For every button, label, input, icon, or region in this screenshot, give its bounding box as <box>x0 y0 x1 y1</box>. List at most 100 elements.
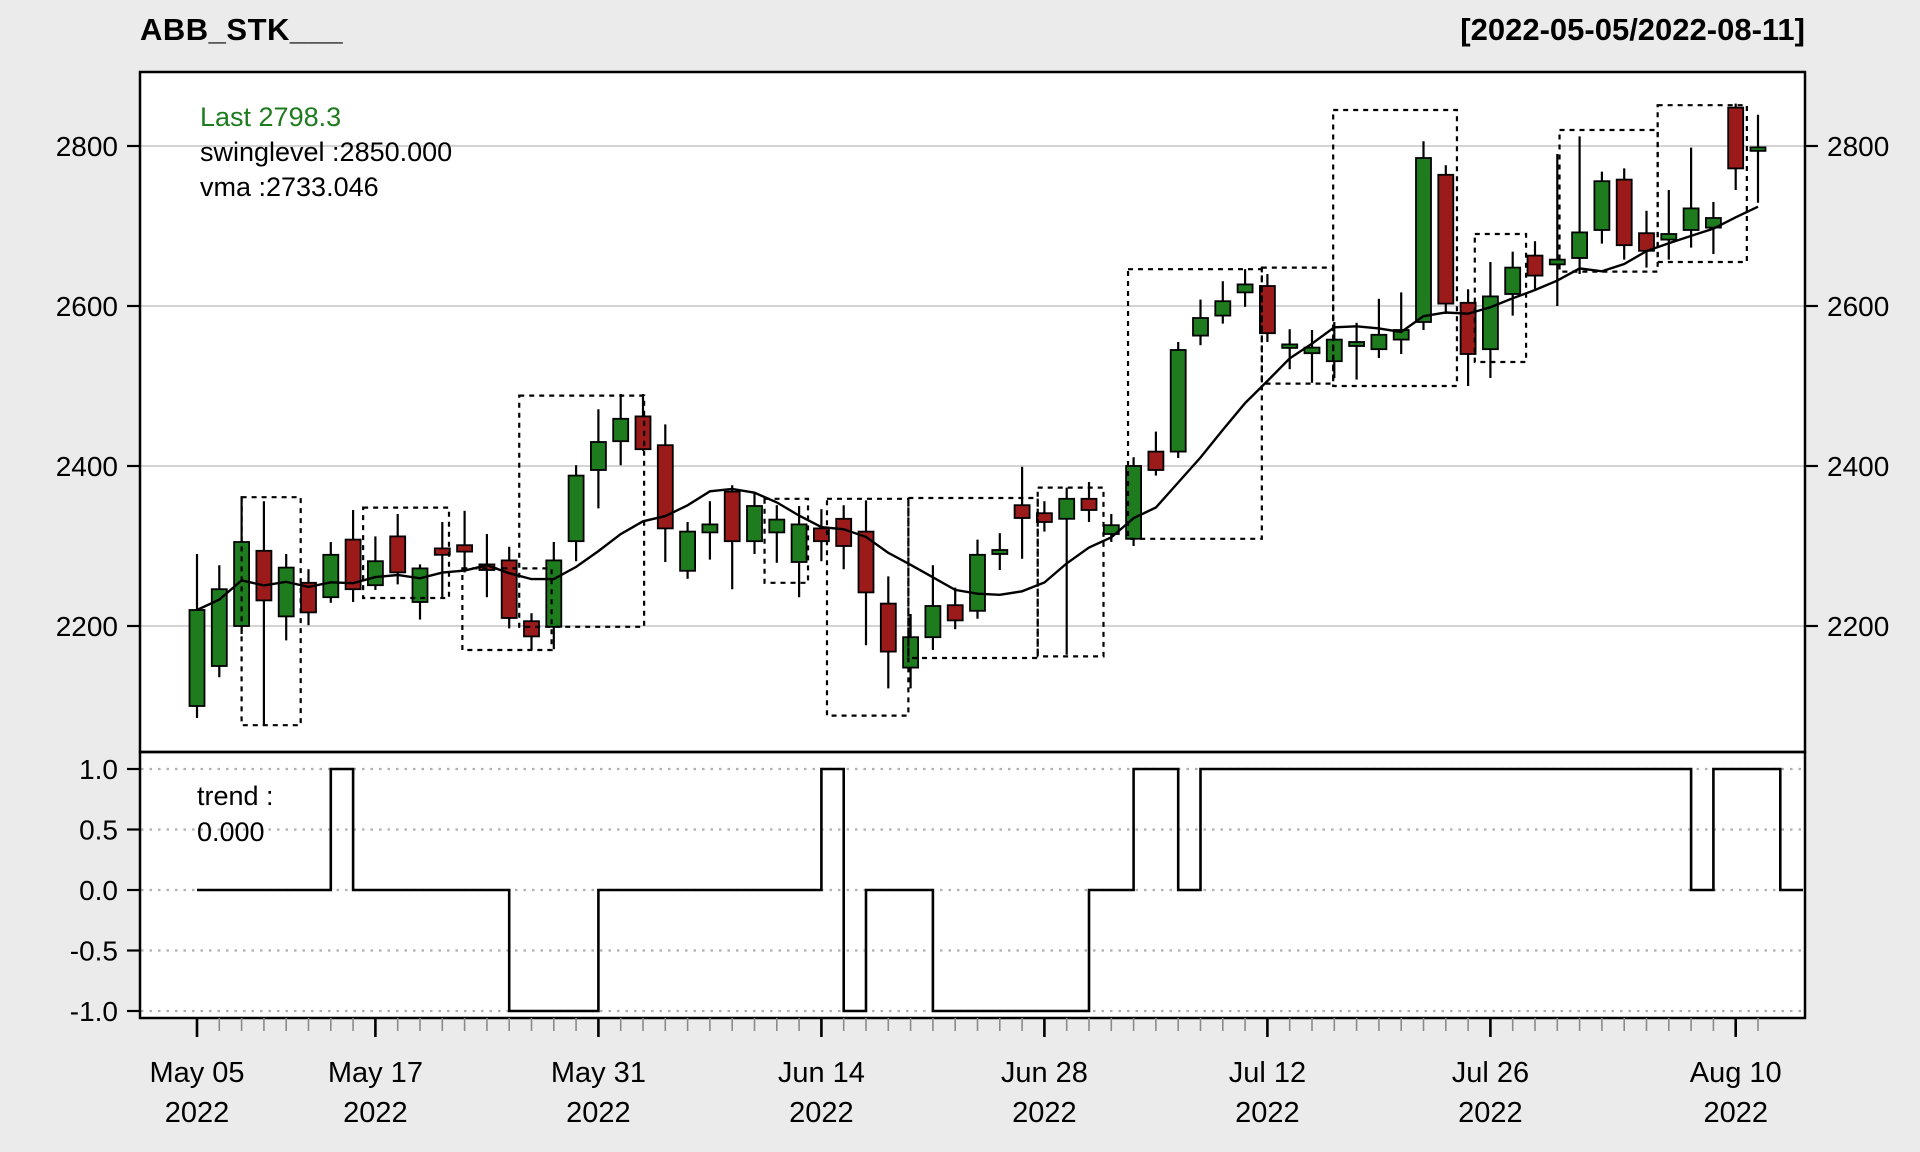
candle-body-2022-08-05 <box>1660 233 1678 241</box>
candle-body-2022-07-06 <box>1169 349 1187 453</box>
chart-legend: Last 2798.3 swinglevel :2850.000 vma :27… <box>200 100 452 205</box>
swing-level-box <box>240 496 302 727</box>
y-axis-label-left: 2600 <box>56 291 118 322</box>
y-axis-label-left: 2800 <box>56 131 118 162</box>
candle-body-2022-06-21 <box>924 605 942 639</box>
candle-body-2022-06-06 <box>679 530 696 572</box>
candle-body-2022-06-23 <box>969 553 986 612</box>
y-axis-label-right: 2200 <box>1827 611 1889 642</box>
trend-panel-border <box>138 750 1807 1020</box>
swing-level-box <box>1332 108 1459 388</box>
x-axis-label-year: 2022 <box>343 1097 408 1129</box>
candle-body-2022-05-09 <box>233 541 251 627</box>
x-axis-label-year: 2022 <box>1458 1097 1523 1129</box>
candle-body-2022-06-28 <box>1036 512 1053 523</box>
candle-body-2022-07-15 <box>1325 338 1343 363</box>
candle-body-2022-05-23 <box>456 544 474 553</box>
trend-label-line2: 0.000 <box>197 817 265 847</box>
candle-body-2022-06-16 <box>857 530 875 594</box>
candle-body-2022-08-08 <box>1682 207 1700 231</box>
chart-title: ABB_STK___ <box>140 12 344 47</box>
swing-level-box <box>1260 266 1335 385</box>
trend-indicator-label: trend : 0.000 <box>197 778 274 850</box>
trend-label-line1: trend : <box>197 781 274 811</box>
candle-body-2022-08-11 <box>1749 146 1767 152</box>
swing-level-box <box>825 497 910 717</box>
candle-body-2022-06-08 <box>723 490 741 543</box>
x-axis-label-year: 2022 <box>1703 1097 1768 1129</box>
candle-body-2022-05-20 <box>433 547 451 556</box>
candle-body-2022-05-27 <box>545 559 563 628</box>
x-axis-label-year: 2022 <box>1235 1097 1300 1129</box>
candle-body-2022-06-20 <box>902 636 919 669</box>
candle-body-2022-05-16 <box>344 538 362 591</box>
candle-body-2022-06-29 <box>1058 497 1076 520</box>
x-axis-label-year: 2022 <box>165 1097 230 1129</box>
candle-body-2022-07-07 <box>1192 317 1209 337</box>
candle-body-2022-07-18 <box>1348 341 1365 347</box>
trend-axis-label: 1.0 <box>79 754 118 785</box>
candle-body-2022-06-03 <box>656 444 674 530</box>
candle-body-2022-06-01 <box>612 417 630 443</box>
x-axis-label-month-day: Jul 26 <box>1452 1057 1529 1089</box>
candle-body-2022-07-13 <box>1281 343 1299 349</box>
candle-body-2022-07-29 <box>1548 258 1566 266</box>
candle-body-2022-08-02 <box>1593 180 1611 231</box>
y-axis-label-right: 2400 <box>1827 451 1889 482</box>
trend-axis-label: -0.5 <box>70 936 118 967</box>
candle-body-2022-07-19 <box>1370 333 1388 351</box>
candle-body-2022-06-17 <box>879 602 897 653</box>
plot-background <box>140 72 1805 1018</box>
x-axis-label-month-day: May 05 <box>149 1057 244 1089</box>
candle-body-2022-07-28 <box>1526 254 1544 277</box>
x-axis-label-month-day: May 31 <box>551 1057 646 1089</box>
swing-level-box <box>907 496 1039 660</box>
candle-body-2022-07-27 <box>1504 266 1522 295</box>
candle-body-2022-07-12 <box>1259 285 1276 335</box>
candle-body-2022-07-11 <box>1236 283 1254 294</box>
candle-body-2022-07-20 <box>1392 329 1410 341</box>
swing-level-box <box>763 497 810 584</box>
candle-body-2022-05-10 <box>255 549 273 602</box>
candle-body-2022-08-10 <box>1727 106 1745 170</box>
candle-body-2022-05-05 <box>188 609 206 707</box>
x-axis-label-year: 2022 <box>566 1097 631 1129</box>
candle-body-2022-05-26 <box>523 620 540 638</box>
x-axis-label-year: 2022 <box>789 1097 854 1129</box>
swing-level-box <box>518 394 646 628</box>
trend-step-line <box>197 767 1803 1013</box>
legend-last-value: Last 2798.3 <box>200 102 342 132</box>
x-axis-label-month-day: May 17 <box>328 1057 423 1089</box>
candle-body-2022-06-27 <box>1013 504 1031 519</box>
swing-level-box <box>362 506 451 600</box>
swing-level-box <box>1656 104 1748 264</box>
candle-body-2022-06-24 <box>991 549 1009 555</box>
candle-body-2022-05-12 <box>300 581 317 614</box>
x-axis-label-month-day: Jun 14 <box>778 1057 865 1089</box>
candle-body-2022-06-02 <box>634 415 652 451</box>
x-axis-label-month-day: Aug 10 <box>1690 1057 1782 1089</box>
candle-body-2022-06-10 <box>768 518 786 534</box>
candle-body-2022-06-09 <box>746 505 763 543</box>
swing-level-box <box>1126 268 1263 540</box>
candle-body-2022-06-15 <box>835 517 853 547</box>
y-axis-label-left: 2400 <box>56 451 118 482</box>
legend-swinglevel: swinglevel :2850.000 <box>200 137 453 167</box>
candle-body-2022-06-30 <box>1080 497 1098 511</box>
swing-level-box <box>1036 486 1105 658</box>
candle-body-2022-08-03 <box>1615 178 1633 247</box>
y-axis-label-right: 2800 <box>1827 131 1889 162</box>
y-axis-label-right: 2600 <box>1827 291 1889 322</box>
swing-level-box <box>461 567 553 652</box>
candle-body-2022-05-13 <box>322 553 340 599</box>
candle-body-2022-07-25 <box>1459 301 1477 355</box>
x-axis-label-month-day: Jun 28 <box>1001 1057 1088 1089</box>
candle-body-2022-06-13 <box>790 523 808 563</box>
trend-axis-label: 0.0 <box>79 875 118 906</box>
vma-line <box>196 205 1759 612</box>
x-axis-label-month-day: Jul 12 <box>1229 1057 1306 1089</box>
date-range-label: [2022-05-05/2022-08-11] <box>1460 12 1805 47</box>
candle-body-2022-06-07 <box>701 523 719 534</box>
candle-body-2022-07-14 <box>1303 346 1321 355</box>
